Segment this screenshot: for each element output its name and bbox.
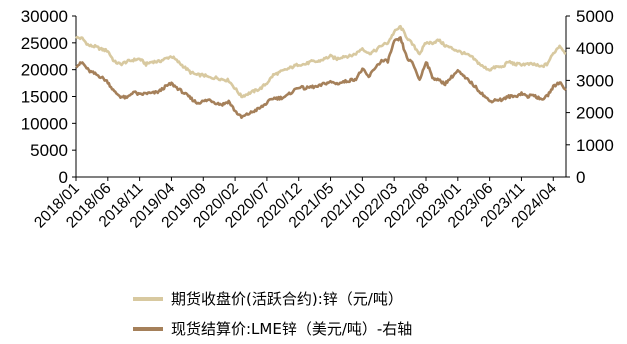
left-tick-label: 5000 <box>30 141 68 160</box>
left-tick-label: 25000 <box>21 34 68 53</box>
left-tick-label: 30000 <box>21 7 68 26</box>
left-tick-label: 10000 <box>21 114 68 133</box>
left-tick-label: 15000 <box>21 88 68 107</box>
right-tick-label: 5000 <box>576 7 614 26</box>
right-axis: 0 1000 2000 3000 4000 5000 <box>565 7 614 187</box>
right-tick-label: 0 <box>576 168 585 187</box>
right-tick-label: 4000 <box>576 39 614 58</box>
legend-item-lme: 现货结算价:LME锌（美元/吨）-右轴 <box>133 318 412 339</box>
legend-item-futures: 期货收盘价(活跃合约):锌（元/吨） <box>133 288 403 309</box>
right-tick-label: 3000 <box>576 71 614 90</box>
series-layer <box>74 24 567 119</box>
series-line-0 <box>74 24 567 99</box>
x-axis: 2018/012018/062018/112019/042019/092020/… <box>31 176 566 231</box>
series-line-1 <box>75 36 567 119</box>
right-tick-label: 1000 <box>576 136 614 155</box>
left-tick-label: 20000 <box>21 61 68 80</box>
left-axis: 0 5000 10000 15000 20000 25000 30000 <box>21 7 77 187</box>
legend-swatch-futures <box>133 296 163 301</box>
legend-swatch-lme <box>133 326 163 331</box>
right-tick-label: 2000 <box>576 104 614 123</box>
legend-label-futures: 期货收盘价(活跃合约):锌（元/吨） <box>171 290 403 308</box>
legend-label-lme: 现货结算价:LME锌（美元/吨）-右轴 <box>171 320 413 338</box>
left-tick-label: 0 <box>59 168 68 187</box>
